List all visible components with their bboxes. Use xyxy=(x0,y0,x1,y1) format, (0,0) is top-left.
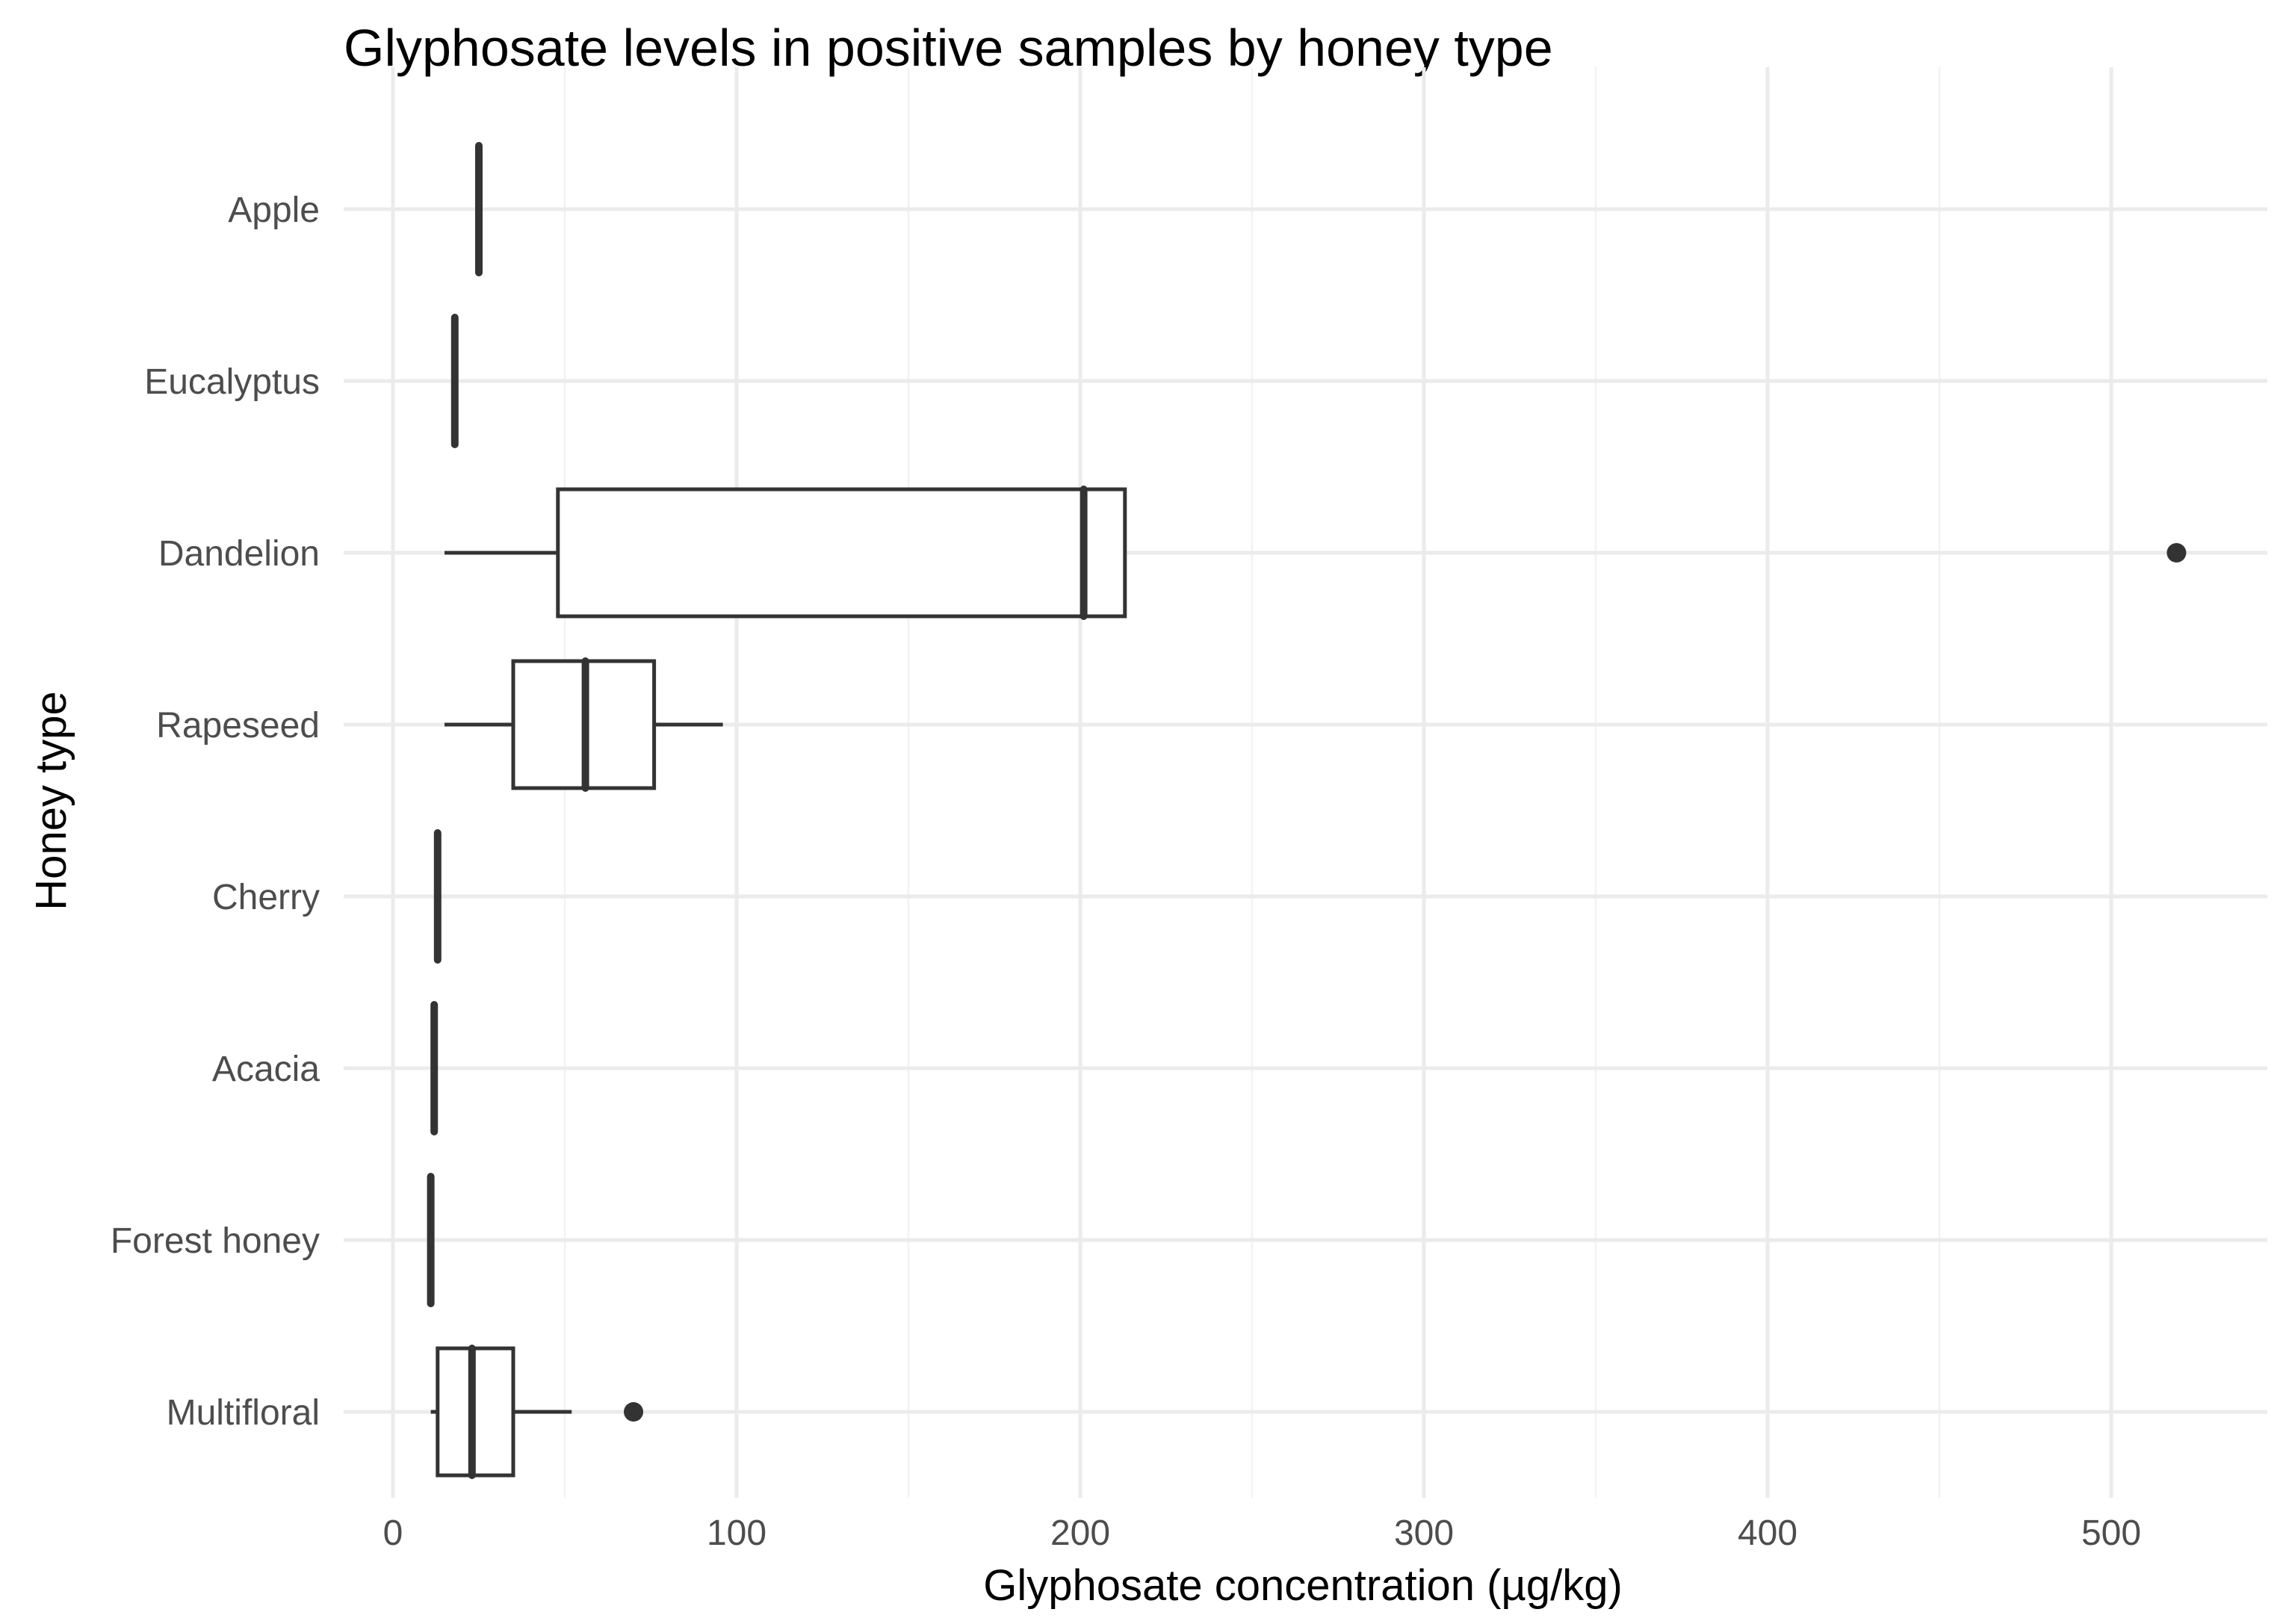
x-tick-label: 0 xyxy=(383,1513,403,1553)
gridlines xyxy=(344,67,2267,1498)
y-tick-label: Rapeseed xyxy=(156,706,320,746)
box-dandelion xyxy=(445,486,2187,620)
y-tick-label: Apple xyxy=(228,190,320,230)
x-tick-label: 300 xyxy=(1394,1513,1454,1553)
box-multifloral xyxy=(430,1345,643,1479)
box-series xyxy=(427,142,2187,1479)
outlier-point xyxy=(624,1402,643,1422)
box-iqr xyxy=(556,487,1127,619)
y-tick-label: Acacia xyxy=(212,1050,320,1089)
x-axis-tick-labels: 0 100 200 300 400 500 xyxy=(383,1513,2141,1553)
y-tick-label: Eucalyptus xyxy=(144,362,320,402)
x-tick-label: 400 xyxy=(1738,1513,1797,1553)
y-tick-label: Multifloral xyxy=(167,1393,320,1433)
y-axis-title: Honey type xyxy=(27,691,75,910)
x-tick-label: 100 xyxy=(707,1513,766,1553)
outlier-point xyxy=(2166,543,2187,562)
chart-title: Glyphosate levels in positive samples by… xyxy=(344,19,1553,77)
x-tick-label: 200 xyxy=(1050,1513,1110,1553)
x-tick-label: 500 xyxy=(2081,1513,2141,1553)
y-tick-label: Dandelion xyxy=(158,534,320,574)
y-tick-label: Cherry xyxy=(212,878,320,917)
y-tick-label: Forest honey xyxy=(111,1221,320,1261)
box-rapeseed xyxy=(445,657,723,792)
x-axis-title: Glyphosate concentration (µg/kg) xyxy=(983,1561,1623,1610)
y-axis-tick-labels: Apple Eucalyptus Dandelion Rapeseed Cherry Ac… xyxy=(111,190,320,1433)
